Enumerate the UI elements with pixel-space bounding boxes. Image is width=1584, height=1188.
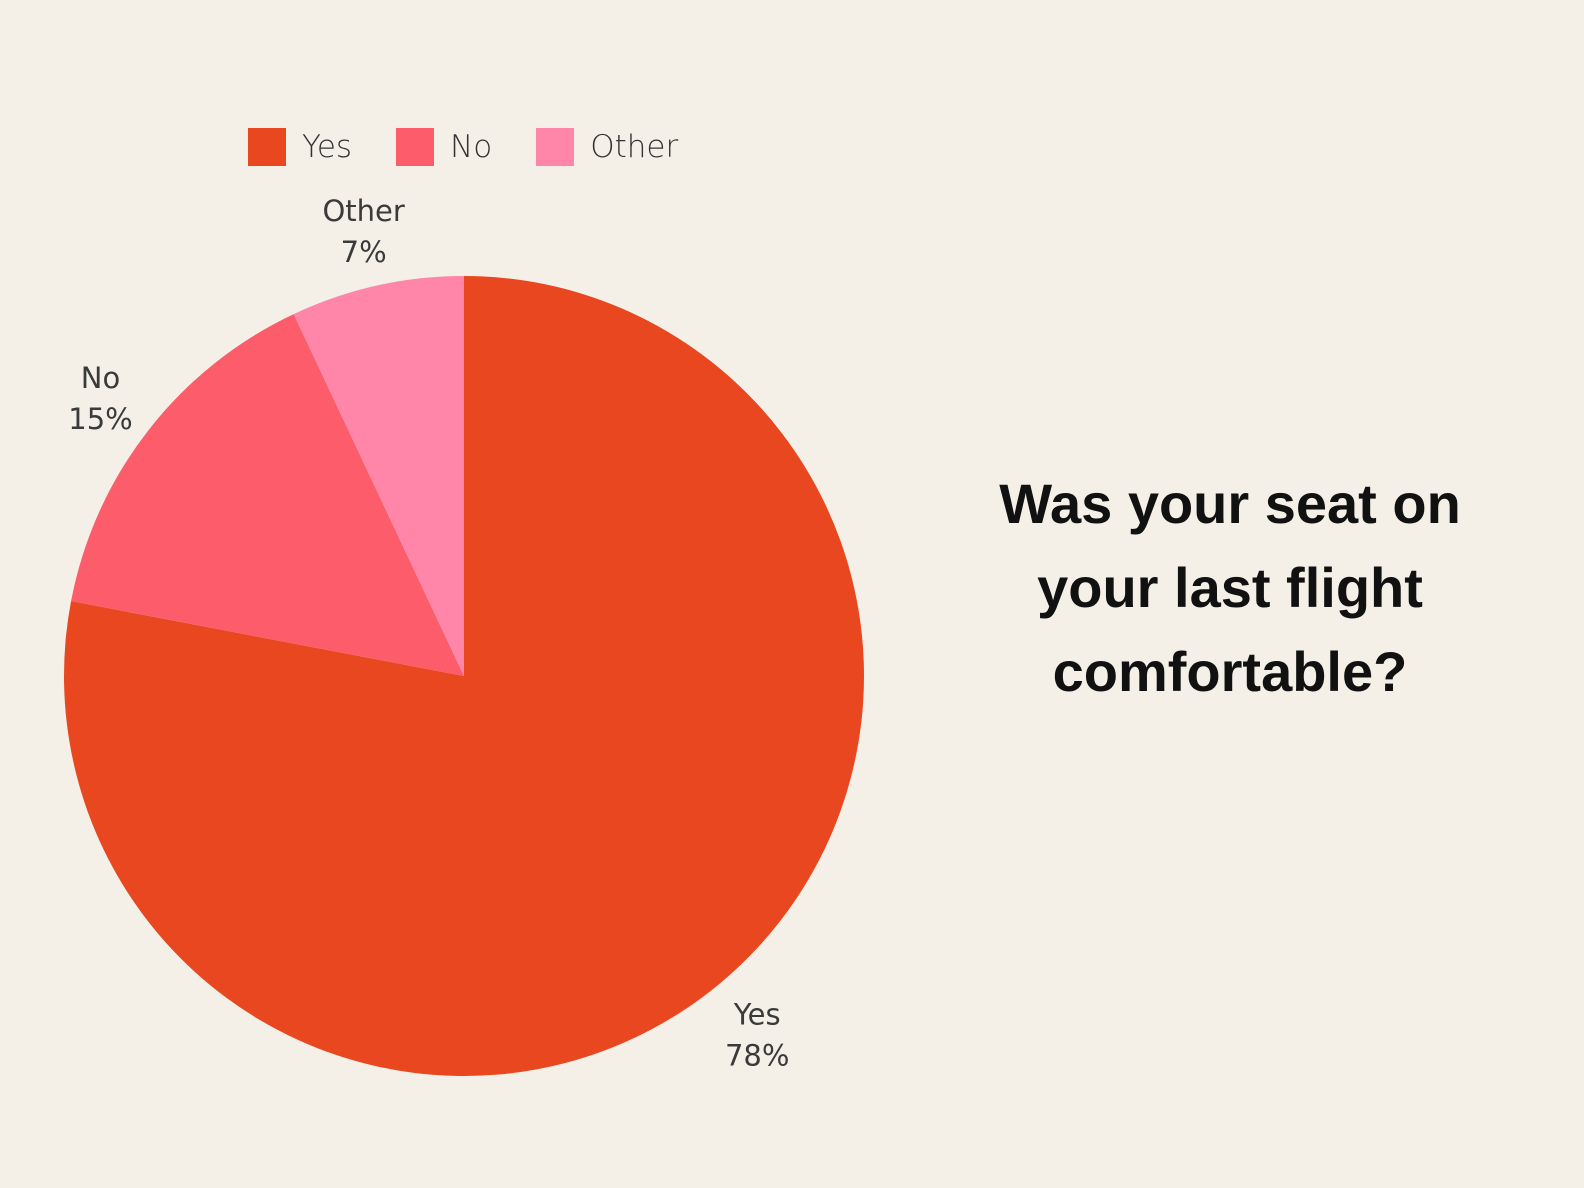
legend-swatch-yes [248,128,286,166]
legend-swatch-other [536,128,575,166]
legend-item-no: No [396,128,492,166]
legend-item-other: Other [536,128,678,166]
legend-label-no: No [450,129,493,165]
pie-slice-other [293,276,464,676]
legend-swatch-no [396,128,435,166]
legend: Yes No Other [248,128,722,166]
pie-slice-no [71,314,465,676]
survey-question: Was your seat on your last flight comfor… [999,472,1461,703]
legend-label-yes: Yes [302,129,353,165]
slice-value-other: 7% [341,235,387,269]
legend-item-yes: Yes [248,128,352,166]
slice-label-yes: Yes [733,997,781,1031]
slice-labels: Yes 78% No 15% Other 7% [68,194,789,1072]
legend-label-other: Other [590,129,679,165]
pie-chart: Yes 78% No 15% Other 7% [64,194,865,1076]
slice-label-no: No [81,361,120,395]
slice-value-no: 15% [68,402,132,436]
pie-slices [64,276,865,1076]
slice-label-other: Other [322,194,404,228]
slice-value-yes: 78% [725,1038,789,1072]
